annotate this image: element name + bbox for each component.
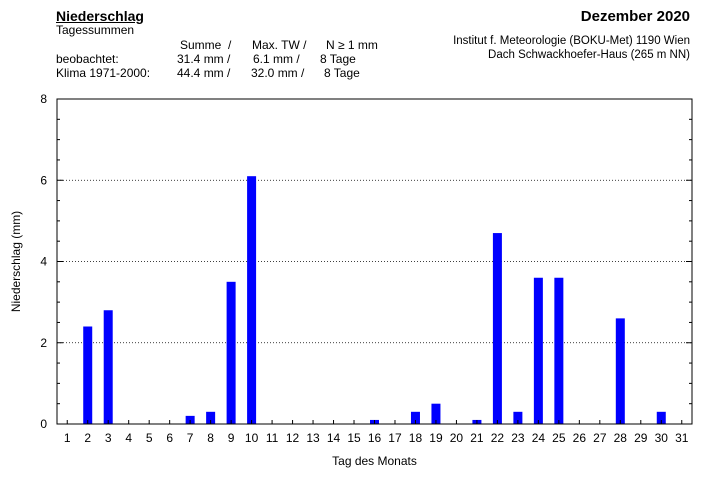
x-tick-label: 18: [409, 431, 423, 445]
chart-subtitle: Tagessummen: [56, 23, 135, 37]
x-tick-label: 15: [347, 431, 361, 445]
x-tick-label: 9: [228, 431, 235, 445]
stats-observed-max: 6.1 mm /: [253, 52, 300, 66]
x-tick-label: 16: [368, 431, 382, 445]
x-tick-label: 7: [187, 431, 194, 445]
stats-observed-sum: 31.4 mm /: [177, 52, 231, 66]
bar-day-2: [83, 326, 93, 424]
x-tick-label: 8: [207, 431, 214, 445]
month-label: Dezember 2020: [580, 8, 690, 25]
institute-label: Institut f. Meteorologie (BOKU-Met) 1190…: [453, 35, 690, 47]
x-tick-label: 30: [655, 431, 669, 445]
x-tick-label: 22: [491, 431, 505, 445]
y-tick-label: 2: [40, 336, 47, 350]
stats-col-sum: Summe /: [180, 38, 232, 52]
bar-day-10: [247, 176, 257, 424]
y-tick-label: 0: [40, 417, 47, 431]
bar-day-7: [185, 415, 195, 424]
stats-climate-max: 32.0 mm /: [251, 66, 305, 80]
bar-day-25: [554, 277, 564, 424]
x-tick-label: 3: [105, 431, 112, 445]
bar-day-30: [656, 411, 666, 424]
bar-day-28: [615, 318, 625, 424]
station-label: Dach Schwackhoefer-Haus (265 m NN): [488, 49, 690, 61]
bar-day-9: [226, 281, 236, 424]
x-tick-label: 11: [266, 431, 279, 445]
x-tick-label: 29: [634, 431, 648, 445]
x-tick-label: 5: [146, 431, 153, 445]
x-tick-label: 12: [286, 431, 300, 445]
y-tick-label: 6: [40, 173, 47, 187]
x-tick-label: 23: [511, 431, 525, 445]
bar-day-18: [410, 411, 420, 424]
grid-lines: [57, 179, 692, 344]
x-tick-label: 10: [245, 431, 259, 445]
x-tick-label: 19: [429, 431, 443, 445]
x-tick-label: 31: [675, 431, 689, 445]
x-tick-label: 4: [125, 431, 132, 445]
bar-day-22: [492, 233, 502, 424]
y-tick-label: 8: [40, 92, 47, 106]
x-tick-label: 2: [84, 431, 91, 445]
plot-frame: [56, 98, 693, 425]
stats-col-days: N ≥ 1 mm: [326, 38, 378, 52]
x-axis-label: Tag des Monats: [332, 454, 417, 468]
bar-day-23: [513, 411, 523, 424]
x-tick-label: 26: [573, 431, 587, 445]
x-tick-label: 25: [552, 431, 566, 445]
bar-day-3: [103, 310, 113, 424]
stats-climate-label: Klima 1971-2000:: [56, 66, 151, 80]
x-tick-label: 13: [306, 431, 320, 445]
bar-day-8: [206, 411, 216, 424]
x-tick-label: 28: [614, 431, 628, 445]
bar-day-24: [533, 277, 543, 424]
x-tick-label: 1: [64, 431, 71, 445]
x-tick-label: 6: [166, 431, 173, 445]
y-axis-label: Niederschlag (mm): [9, 211, 23, 312]
bar-series: [83, 176, 666, 424]
y-tick-label: 4: [40, 255, 47, 269]
x-tick-label: 21: [470, 431, 484, 445]
bar-day-19: [431, 403, 441, 424]
x-tick-label: 27: [593, 431, 607, 445]
chart-title: Niederschlag: [56, 8, 144, 24]
x-tick-label: 24: [532, 431, 546, 445]
stats-observed-label: beobachtet:: [56, 52, 119, 66]
stats-climate-sum: 44.4 mm /: [177, 66, 231, 80]
stats-col-max: Max. TW /: [252, 38, 307, 52]
x-tick-label: 20: [450, 431, 464, 445]
x-tick-label: 14: [327, 431, 341, 445]
stats-climate-days: 8 Tage: [324, 66, 360, 80]
x-tick-label: 17: [388, 431, 402, 445]
x-axis: 1 2 3 4 5 6 7 8 9 10 11 12 13 14 15 16 17 18 19 20 21 22 23 24 2…: [64, 420, 689, 445]
stats-observed-days: 8 Tage: [320, 52, 356, 66]
y-axis: 0 2 4 6 8: [40, 92, 692, 431]
